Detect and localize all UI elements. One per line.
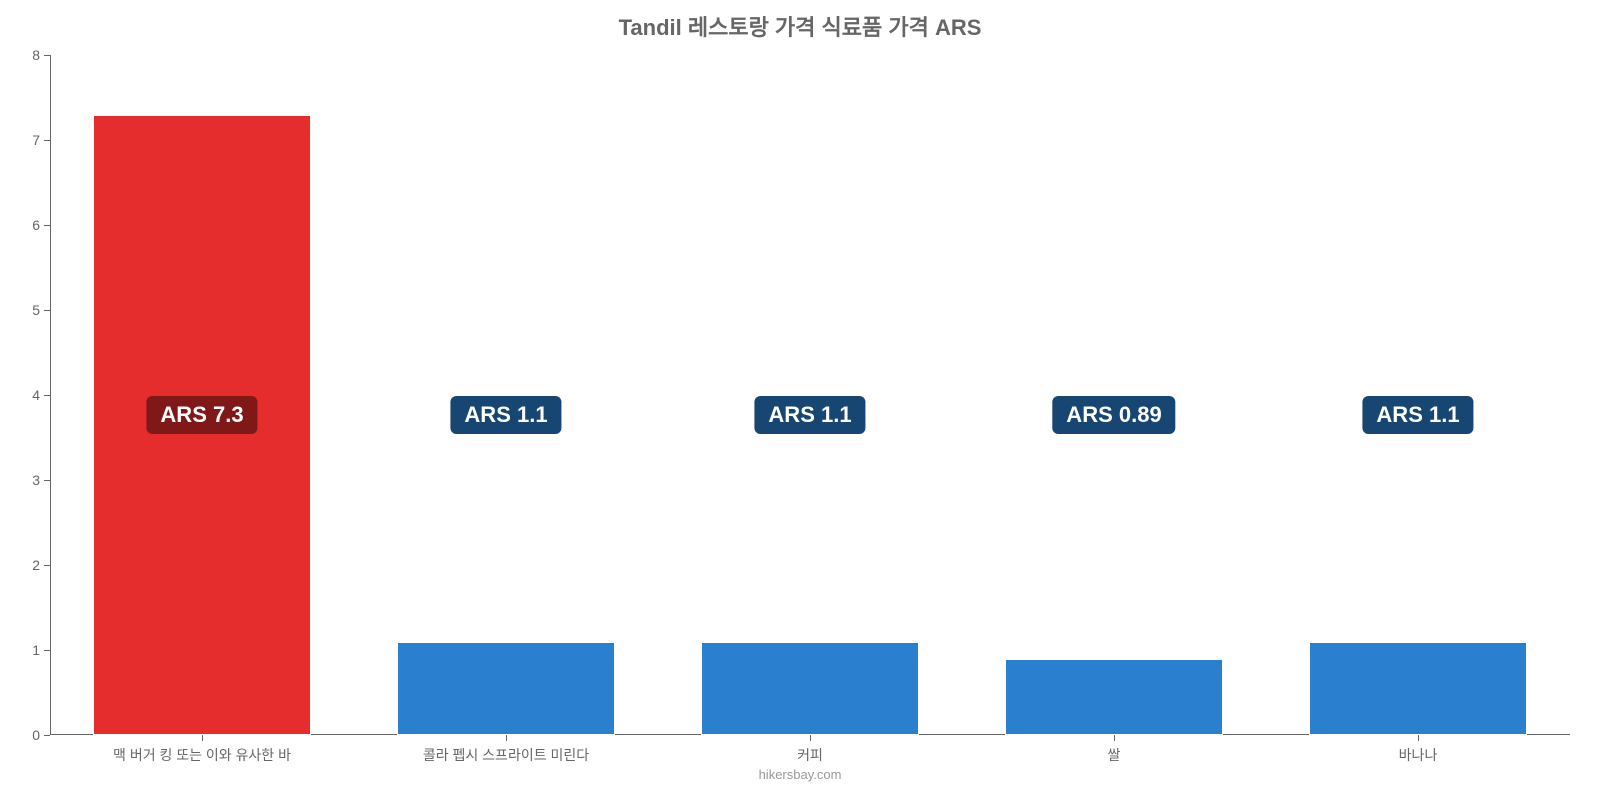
y-tick-label: 7 — [32, 132, 50, 148]
bar — [397, 642, 616, 736]
x-tick-label: 콜라 펩시 스프라이트 미린다 — [423, 735, 589, 765]
x-tick-label: 바나나 — [1399, 735, 1438, 765]
attribution-text: hikersbay.com — [0, 767, 1600, 782]
y-tick-label: 6 — [32, 217, 50, 233]
y-tick-label: 3 — [32, 472, 50, 488]
bar — [1309, 642, 1528, 736]
bar — [701, 642, 920, 736]
bar-value-badge: ARS 1.1 — [754, 396, 865, 434]
bar-value-badge: ARS 1.1 — [1362, 396, 1473, 434]
y-tick-label: 2 — [32, 557, 50, 573]
bar-value-badge: ARS 1.1 — [450, 396, 561, 434]
bar-value-badge: ARS 7.3 — [146, 396, 257, 434]
chart-title: Tandil 레스토랑 가격 식료품 가격 ARS — [0, 0, 1600, 42]
y-axis-line — [50, 55, 51, 735]
x-tick-label: 맥 버거 킹 또는 이와 유사한 바 — [113, 735, 291, 765]
y-tick-label: 5 — [32, 302, 50, 318]
bar — [1005, 659, 1224, 735]
y-tick-label: 8 — [32, 47, 50, 63]
y-tick-label: 0 — [32, 727, 50, 743]
y-tick-label: 4 — [32, 387, 50, 403]
plot-area: 012345678ARS 7.3맥 버거 킹 또는 이와 유사한 바ARS 1.… — [50, 55, 1570, 735]
y-tick-label: 1 — [32, 642, 50, 658]
bar-value-badge: ARS 0.89 — [1052, 396, 1175, 434]
x-tick-label: 커피 — [797, 735, 823, 765]
x-tick-label: 쌀 — [1108, 735, 1121, 765]
